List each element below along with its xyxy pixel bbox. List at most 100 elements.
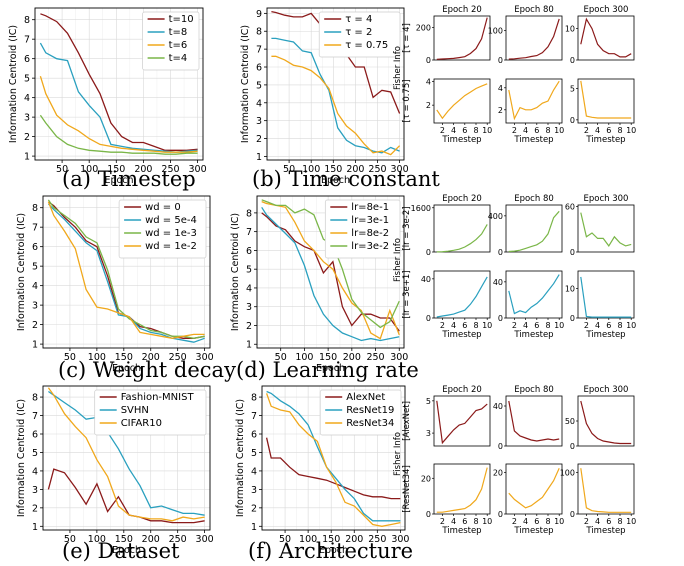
legend-label: wd = 0 [145,202,181,213]
y-tick-label: 8 [32,203,38,214]
fisher-x-tick-label: 10 [626,517,636,526]
x-tick-label: 150 [322,534,340,545]
fisher-x-label: Timestep [441,135,481,145]
fisher-x-tick-label: 6 [606,126,611,135]
fisher-line [580,17,632,58]
epoch-title: Epoch 80 [514,5,554,15]
x-tick-label: 200 [346,164,364,175]
y-tick-label: 1 [246,340,252,351]
fisher-y-tick-label: 0 [426,56,431,65]
fisher-x-tick-label: 10 [482,321,492,330]
y-tick-label: 5 [32,448,38,459]
panel-caption-f: (f) Architecture [248,539,413,563]
y-tick-label: 4 [24,93,30,104]
x-tick-label: 50 [275,352,287,363]
fisher-panel-d: Epoch 20 Epoch 80 Epoch 300 Fisher Info[lr … [393,194,636,340]
fisher-x-tick-label: 6 [534,321,539,330]
fisher-x-label: Timestep [513,526,553,536]
fisher-line [508,400,560,442]
legend-box [118,199,207,259]
fisher-x-tick-label: 2 [440,517,445,526]
fisher-x-tick-label: 4 [451,126,456,135]
chart-panel-e: 50 100 150 200 250 300 1 2 3 4 5 6 7 8 Epoch Informatio… [16,385,214,556]
y-tick-label: 6 [256,63,262,74]
x-tick-label: 100 [80,164,98,175]
y-tick-label: 2 [246,321,252,332]
fisher-y-tick-label: 2 [498,106,503,115]
x-tick-label: 200 [345,534,363,545]
x-tick-label: 50 [64,534,76,545]
fisher-y-tick-label: 3 [426,429,431,438]
x-tick-label: 250 [169,352,187,363]
fisher-x-tick-label: 4 [595,517,600,526]
y-tick-label: 5 [246,265,252,276]
x-tick-label: 300 [390,352,408,363]
x-axis-label: Epoch [321,175,350,186]
plot-frame [266,7,405,161]
x-tick-label: 200 [134,164,152,175]
legend-box [324,199,401,259]
fisher-x-tick-label: 10 [626,126,636,135]
epoch-title: Epoch 300 [584,194,629,204]
fisher-line [508,467,560,509]
fisher-y-tick-label: 2 [426,101,431,110]
fisher-x-tick-label: 4 [523,517,528,526]
y-tick-label: 1 [251,522,257,533]
plot-frame [42,385,211,531]
fisher-x-tick-label: 8 [545,517,550,526]
x-axis-label: Epoch [104,175,133,186]
x-tick-label: 200 [343,352,361,363]
y-tick-label: 6 [24,54,30,65]
y-tick-label: 6 [251,430,257,441]
plot-frame [256,195,405,349]
fisher-y-tick-label: 0 [570,248,575,257]
fisher-x-tick-label: 4 [451,321,456,330]
y-tick-label: 8 [256,27,262,38]
fisher-x-tick-label: 8 [473,517,478,526]
fisher-x-tick-label: 4 [595,321,600,330]
fisher-y-tick-label: 10 [565,25,575,34]
y-tick-label: 2 [251,503,257,514]
fisher-line [508,274,560,315]
y-tick-label: 7 [251,411,257,422]
x-tick-label: 250 [366,352,384,363]
legend-box [94,389,207,436]
fisher-x-label: Timestep [513,135,553,145]
legend-label: τ = 4 [345,14,372,25]
fisher-y-tick-label: 20 [493,468,503,477]
y-tick-label: 7 [256,45,262,56]
fisher-line [580,400,632,445]
series-line-Fashion-MNIST [47,468,205,524]
series-line-t=10 [40,13,198,151]
fisher-y-tick-label: 5 [426,397,431,406]
legend-label: τ = 2 [345,27,372,38]
y-tick-label: 4 [246,283,252,294]
x-axis-label: Epoch [112,363,141,374]
fisher-x-tick-label: 2 [512,321,517,330]
fisher-x-tick-label: 4 [523,126,528,135]
x-tick-label: 100 [88,534,106,545]
x-tick-label: 200 [142,352,160,363]
fisher-y-tick-label: 0 [498,510,503,519]
fisher-row-label: [τ = 0.75] [402,79,412,122]
chart-panel-c: 50 100 150 200 250 300 1 2 3 4 5 6 7 8 Epoch Informatio… [16,195,214,374]
fisher-x-tick-label: 8 [473,126,478,135]
series-line-τ = 0.75 [271,55,401,156]
fisher-line [508,18,560,60]
fisher-y-tick-label: 0 [426,248,431,257]
y-axis-label: Information Centroid (IC) [235,399,246,517]
panel-caption-a: (a) Timestep [62,167,196,191]
fisher-x-label: Timestep [585,330,625,340]
fisher-y-tick-label: 4 [498,84,503,93]
y-tick-label: 1 [32,522,38,533]
fisher-x-tick-label: 2 [512,126,517,135]
fisher-x-tick-label: 8 [545,126,550,135]
y-tick-label: 8 [251,393,257,404]
fisher-x-tick-label: 2 [584,517,589,526]
fisher-x-tick-label: 8 [473,321,478,330]
legend: lr=8e-1 lr=3e-1 lr=8e-2 lr=3e-2 [324,199,401,259]
x-tick-label: 150 [107,164,125,175]
legend-label: lr=8e-2 [351,228,389,239]
fisher-line [580,80,632,119]
